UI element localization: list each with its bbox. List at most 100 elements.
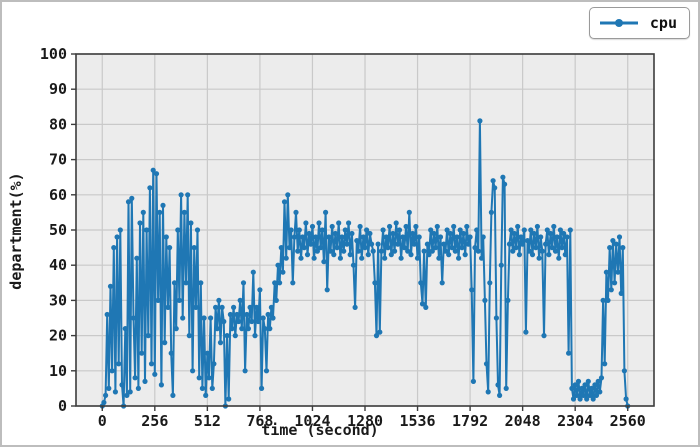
- cpu-marker: [132, 375, 138, 381]
- cpu-marker: [451, 223, 457, 230]
- y-tick-label: 80: [49, 115, 67, 133]
- cpu-marker: [171, 280, 178, 286]
- cpu-marker: [234, 311, 240, 318]
- cpu-marker: [472, 245, 478, 251]
- cpu-marker: [272, 280, 278, 286]
- cpu-marker: [595, 378, 601, 384]
- cpu-marker: [398, 255, 404, 261]
- cpu-marker: [219, 304, 225, 310]
- cpu-marker: [101, 399, 107, 406]
- cpu-marker: [395, 241, 401, 247]
- cpu-marker: [249, 318, 255, 325]
- cpu-marker: [349, 230, 355, 237]
- cpu-marker: [431, 230, 437, 237]
- cpu-marker: [355, 248, 361, 254]
- cpu-marker: [474, 227, 480, 233]
- cpu-marker: [508, 227, 514, 233]
- cpu-marker: [319, 227, 325, 233]
- cpu-marker: [283, 255, 289, 261]
- cpu-marker: [618, 290, 624, 296]
- cpu-marker: [390, 230, 396, 237]
- cpu-marker: [190, 368, 196, 374]
- cpu-marker: [436, 255, 442, 261]
- cpu-marker: [452, 248, 458, 254]
- cpu-marker: [447, 230, 453, 237]
- cpu-marker: [357, 223, 363, 230]
- cpu-marker: [457, 227, 463, 233]
- cpu-marker: [331, 252, 337, 258]
- cpu-marker: [344, 241, 350, 247]
- cpu-marker: [593, 392, 600, 398]
- cpu-marker: [459, 245, 465, 251]
- cpu-marker: [456, 255, 462, 261]
- cpu-marker: [544, 227, 550, 233]
- cpu-marker: [383, 234, 389, 240]
- cpu-marker: [103, 392, 109, 398]
- cpu-marker: [231, 304, 237, 310]
- cpu-marker: [506, 241, 513, 247]
- cpu-marker: [111, 245, 117, 251]
- cpu-marker: [510, 248, 516, 254]
- cpu-marker: [226, 396, 232, 402]
- x-tick-label: 512: [194, 412, 221, 430]
- cpu-marker: [273, 297, 279, 303]
- cpu-marker: [147, 185, 153, 191]
- cpu-marker: [490, 178, 496, 184]
- legend-line-icon: [599, 19, 638, 27]
- cpu-marker: [483, 361, 490, 367]
- y-tick-label: 10: [49, 362, 67, 380]
- cpu-marker: [362, 245, 368, 251]
- cpu-marker: [392, 248, 398, 254]
- cpu-marker: [449, 245, 455, 251]
- cpu-marker: [298, 255, 304, 261]
- cpu-marker: [135, 385, 141, 391]
- cpu-marker: [520, 241, 526, 247]
- x-tick-label: 2048: [505, 412, 541, 430]
- cpu-marker: [214, 326, 220, 332]
- cpu-marker: [538, 234, 544, 240]
- cpu-marker: [561, 230, 567, 237]
- cpu-marker: [621, 368, 628, 374]
- cpu-marker: [416, 234, 422, 240]
- cpu-marker: [337, 255, 343, 261]
- cpu-marker: [196, 375, 202, 381]
- cpu-marker: [293, 209, 299, 215]
- cpu-marker: [119, 382, 125, 388]
- cpu-marker: [291, 234, 297, 240]
- cpu-marker: [616, 234, 623, 240]
- cpu-marker: [551, 223, 557, 230]
- cpu-marker: [367, 230, 373, 237]
- cpu-marker: [204, 350, 210, 356]
- cpu-marker: [188, 220, 194, 226]
- cpu-marker: [433, 245, 439, 251]
- cpu-marker: [505, 297, 511, 303]
- cpu-marker: [559, 245, 565, 251]
- cpu-marker: [152, 371, 158, 377]
- cpu-marker: [434, 223, 440, 230]
- cpu-marker: [201, 315, 207, 321]
- cpu-marker: [479, 255, 485, 261]
- cpu-marker: [410, 230, 416, 237]
- cpu-marker: [437, 234, 444, 240]
- cpu-marker: [232, 333, 238, 339]
- cpu-marker: [574, 392, 580, 398]
- cpu-marker: [193, 304, 199, 310]
- cpu-marker: [612, 280, 618, 286]
- cpu-marker: [130, 315, 137, 321]
- cpu-marker: [295, 248, 301, 254]
- cpu-marker: [370, 248, 376, 254]
- cpu-marker: [165, 304, 171, 310]
- cpu-marker: [268, 304, 274, 310]
- cpu-marker: [142, 378, 148, 384]
- cpu-marker: [600, 297, 606, 303]
- cpu-marker: [475, 248, 481, 254]
- cpu-marker: [125, 199, 132, 205]
- cpu-marker: [423, 304, 429, 310]
- cpu-marker: [364, 227, 370, 233]
- cpu-marker: [162, 340, 168, 346]
- cpu-marker: [503, 385, 509, 391]
- cpu-marker: [454, 234, 460, 240]
- cpu-marker: [240, 280, 247, 286]
- cpu-marker: [429, 248, 435, 254]
- cpu-marker: [211, 361, 217, 367]
